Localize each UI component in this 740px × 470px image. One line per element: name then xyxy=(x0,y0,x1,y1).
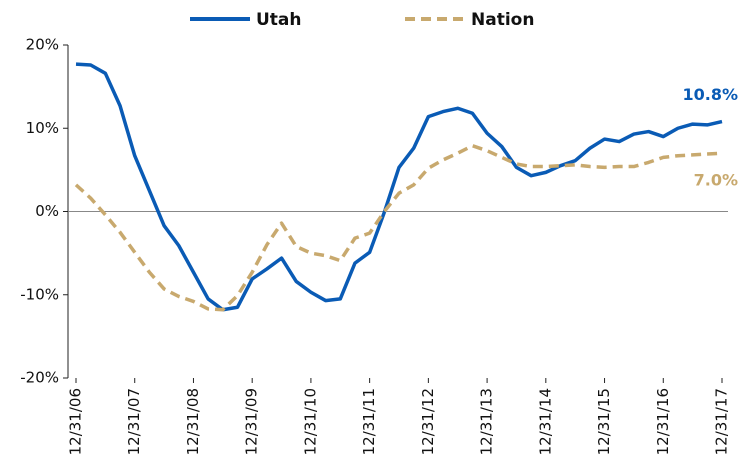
legend-label: Nation xyxy=(471,10,534,30)
x-tick-label: 12/31/17 xyxy=(713,388,731,455)
x-tick-label: 12/31/15 xyxy=(595,388,613,455)
x-tick-label: 12/31/08 xyxy=(184,388,202,455)
data-label: 7.0% xyxy=(694,171,738,190)
series-line xyxy=(74,143,723,312)
x-tick-label: 12/31/09 xyxy=(243,388,261,455)
x-tick-label: 12/31/10 xyxy=(301,388,319,455)
x-tick-label: 12/31/16 xyxy=(654,388,672,455)
y-tick-label: 0% xyxy=(35,202,59,220)
y-tick-label: -10% xyxy=(20,285,59,303)
legend-label: Utah xyxy=(256,10,302,30)
y-tick-label: 10% xyxy=(26,119,59,137)
x-tick-label: 12/31/13 xyxy=(478,388,496,455)
x-tick-label: 12/31/12 xyxy=(419,388,437,455)
x-tick-label: 12/31/06 xyxy=(67,388,85,455)
x-tick-label: 12/31/14 xyxy=(536,388,554,455)
x-tick-label: 12/31/07 xyxy=(125,388,143,455)
series-line xyxy=(75,62,723,312)
y-tick-label: -20% xyxy=(20,369,59,387)
data-label: 10.8% xyxy=(682,85,738,104)
x-tick-label: 12/31/11 xyxy=(360,388,378,455)
y-tick-label: 20% xyxy=(26,36,59,54)
